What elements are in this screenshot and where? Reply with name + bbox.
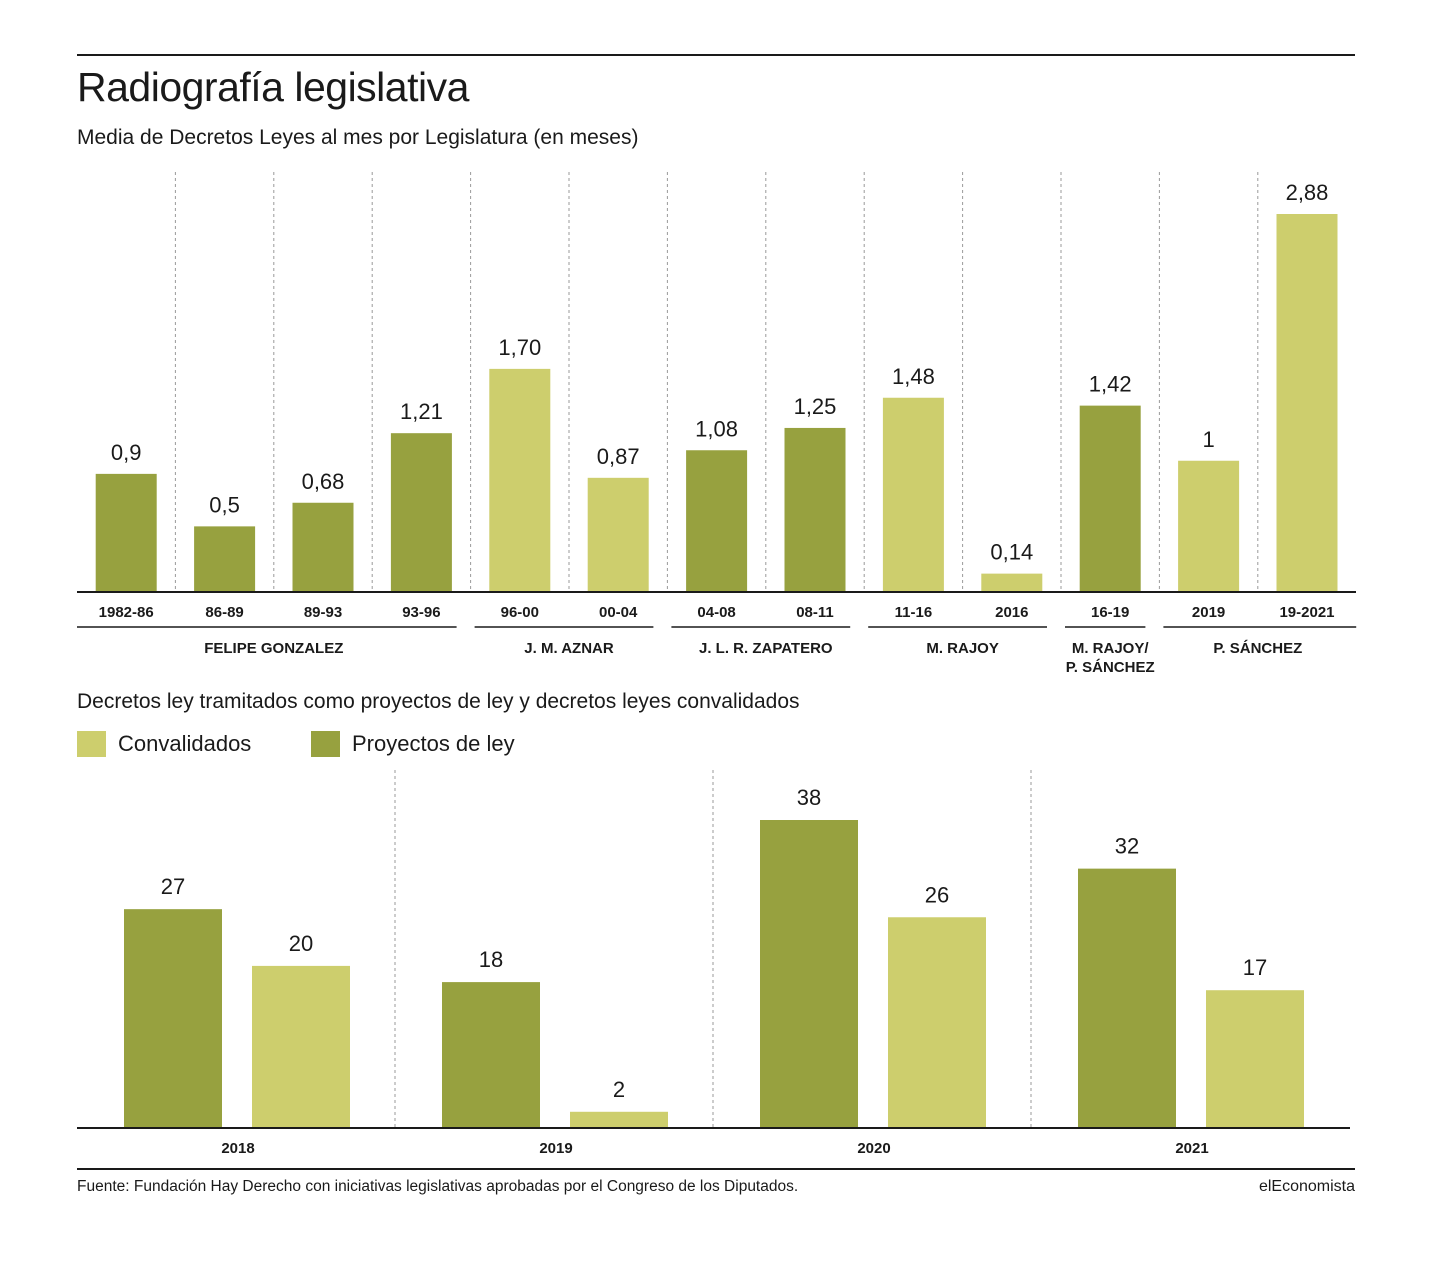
group-label: J. M. AZNAR bbox=[524, 640, 614, 657]
category-label: 2018 bbox=[221, 1140, 254, 1157]
value-label: 1,42 bbox=[1089, 372, 1132, 397]
value-label: 32 bbox=[1115, 834, 1139, 859]
bar-89-93 bbox=[292, 502, 354, 592]
bar-16-19 bbox=[1079, 405, 1141, 592]
bar-2020-proyectos bbox=[760, 820, 858, 1128]
value-label: 0,9 bbox=[111, 440, 142, 465]
category-label: 89-93 bbox=[304, 604, 342, 621]
chart2-title: Decretos ley tramitados como proyectos d… bbox=[77, 690, 800, 713]
value-label: 1,25 bbox=[794, 394, 837, 419]
value-label: 2 bbox=[613, 1077, 625, 1102]
value-label: 1,08 bbox=[695, 416, 738, 441]
category-label: 19-2021 bbox=[1279, 604, 1334, 621]
value-label: 38 bbox=[797, 785, 821, 810]
value-label: 1,48 bbox=[892, 364, 935, 389]
legend-convalidados: Convalidados bbox=[77, 729, 251, 759]
category-label: 11-16 bbox=[895, 604, 933, 621]
bar-04-08 bbox=[686, 450, 748, 592]
value-label: 1 bbox=[1202, 427, 1214, 452]
category-label: 2016 bbox=[995, 604, 1028, 621]
legend-proyectos: Proyectos de ley bbox=[311, 729, 515, 759]
legend-label-proyectos: Proyectos de ley bbox=[352, 731, 515, 756]
legend-swatch-proyectos bbox=[311, 731, 340, 757]
category-label: 04-08 bbox=[697, 604, 735, 621]
category-label: 2021 bbox=[1175, 1140, 1208, 1157]
group-label: M. RAJOY bbox=[926, 640, 999, 657]
group-label: FELIPE GONZALEZ bbox=[204, 640, 343, 657]
legend-label-convalidados: Convalidados bbox=[118, 731, 252, 756]
page-title: Radiografía legislativa bbox=[77, 64, 469, 110]
top-rule bbox=[77, 54, 1355, 56]
value-label: 20 bbox=[289, 931, 313, 956]
category-label: 2020 bbox=[857, 1140, 890, 1157]
bar-00-04 bbox=[587, 477, 649, 592]
footer-rule bbox=[77, 1168, 1355, 1170]
value-label: 18 bbox=[479, 947, 503, 972]
bar-1982-86 bbox=[95, 473, 157, 592]
category-label: 08-11 bbox=[796, 604, 834, 621]
value-label: 0,87 bbox=[597, 444, 640, 469]
brand-logo-text: elEconomista bbox=[1258, 1178, 1355, 1195]
category-label: 86-89 bbox=[205, 604, 243, 621]
bar-2019-proyectos bbox=[442, 982, 540, 1128]
bar-2019-convalidados bbox=[570, 1111, 668, 1128]
bar-2020-convalidados bbox=[888, 917, 986, 1128]
bar-2016 bbox=[981, 573, 1043, 592]
value-label: 0,5 bbox=[209, 492, 240, 517]
value-label: 1,70 bbox=[498, 335, 541, 360]
group-label: M. RAJOY/ bbox=[1072, 640, 1150, 657]
chart2-decretos: 27 20 2018 18 2 2019 38 26 2020 32 17 2021 bbox=[77, 770, 1350, 1157]
bar-19-2021 bbox=[1276, 214, 1338, 592]
group-label: P. SÁNCHEZ bbox=[1066, 659, 1155, 676]
category-label: 16-19 bbox=[1091, 604, 1129, 621]
bar-2021-convalidados bbox=[1206, 990, 1304, 1128]
bar-93-96 bbox=[390, 433, 452, 592]
value-label: 26 bbox=[925, 882, 949, 907]
group-label: J. L. R. ZAPATERO bbox=[699, 640, 833, 657]
source-note: Fuente: Fundación Hay Derecho con inicia… bbox=[77, 1178, 799, 1195]
value-label: 0,14 bbox=[990, 540, 1033, 565]
bar-96-00 bbox=[489, 368, 551, 592]
category-label: 2019 bbox=[539, 1140, 572, 1157]
category-label: 93-96 bbox=[402, 604, 440, 621]
category-label: 1982-86 bbox=[99, 604, 154, 621]
legend-swatch-convalidados bbox=[77, 731, 106, 757]
value-label: 17 bbox=[1243, 955, 1267, 980]
value-label: 1,21 bbox=[400, 399, 443, 424]
category-label: 2019 bbox=[1192, 604, 1225, 621]
bar-2018-convalidados bbox=[252, 965, 350, 1128]
bar-2018-proyectos bbox=[124, 909, 222, 1128]
chart1-legislatures: 0,9 1982-86 0,5 86-89 0,68 89-93 1,21 93-96 1,70… bbox=[77, 172, 1357, 676]
bar-08-11 bbox=[784, 427, 846, 592]
value-label: 27 bbox=[161, 874, 185, 899]
category-label: 00-04 bbox=[599, 604, 638, 621]
bar-11-16 bbox=[882, 397, 944, 592]
group-label: P. SÁNCHEZ bbox=[1213, 640, 1302, 657]
bar-2021-proyectos bbox=[1078, 868, 1176, 1128]
value-label: 2,88 bbox=[1286, 180, 1329, 205]
bar-86-89 bbox=[194, 526, 256, 592]
category-label: 96-00 bbox=[501, 604, 539, 621]
bar-2019 bbox=[1178, 460, 1240, 592]
chart1-title: Media de Decretos Leyes al mes por Legis… bbox=[77, 126, 639, 149]
value-label: 0,68 bbox=[302, 469, 345, 494]
